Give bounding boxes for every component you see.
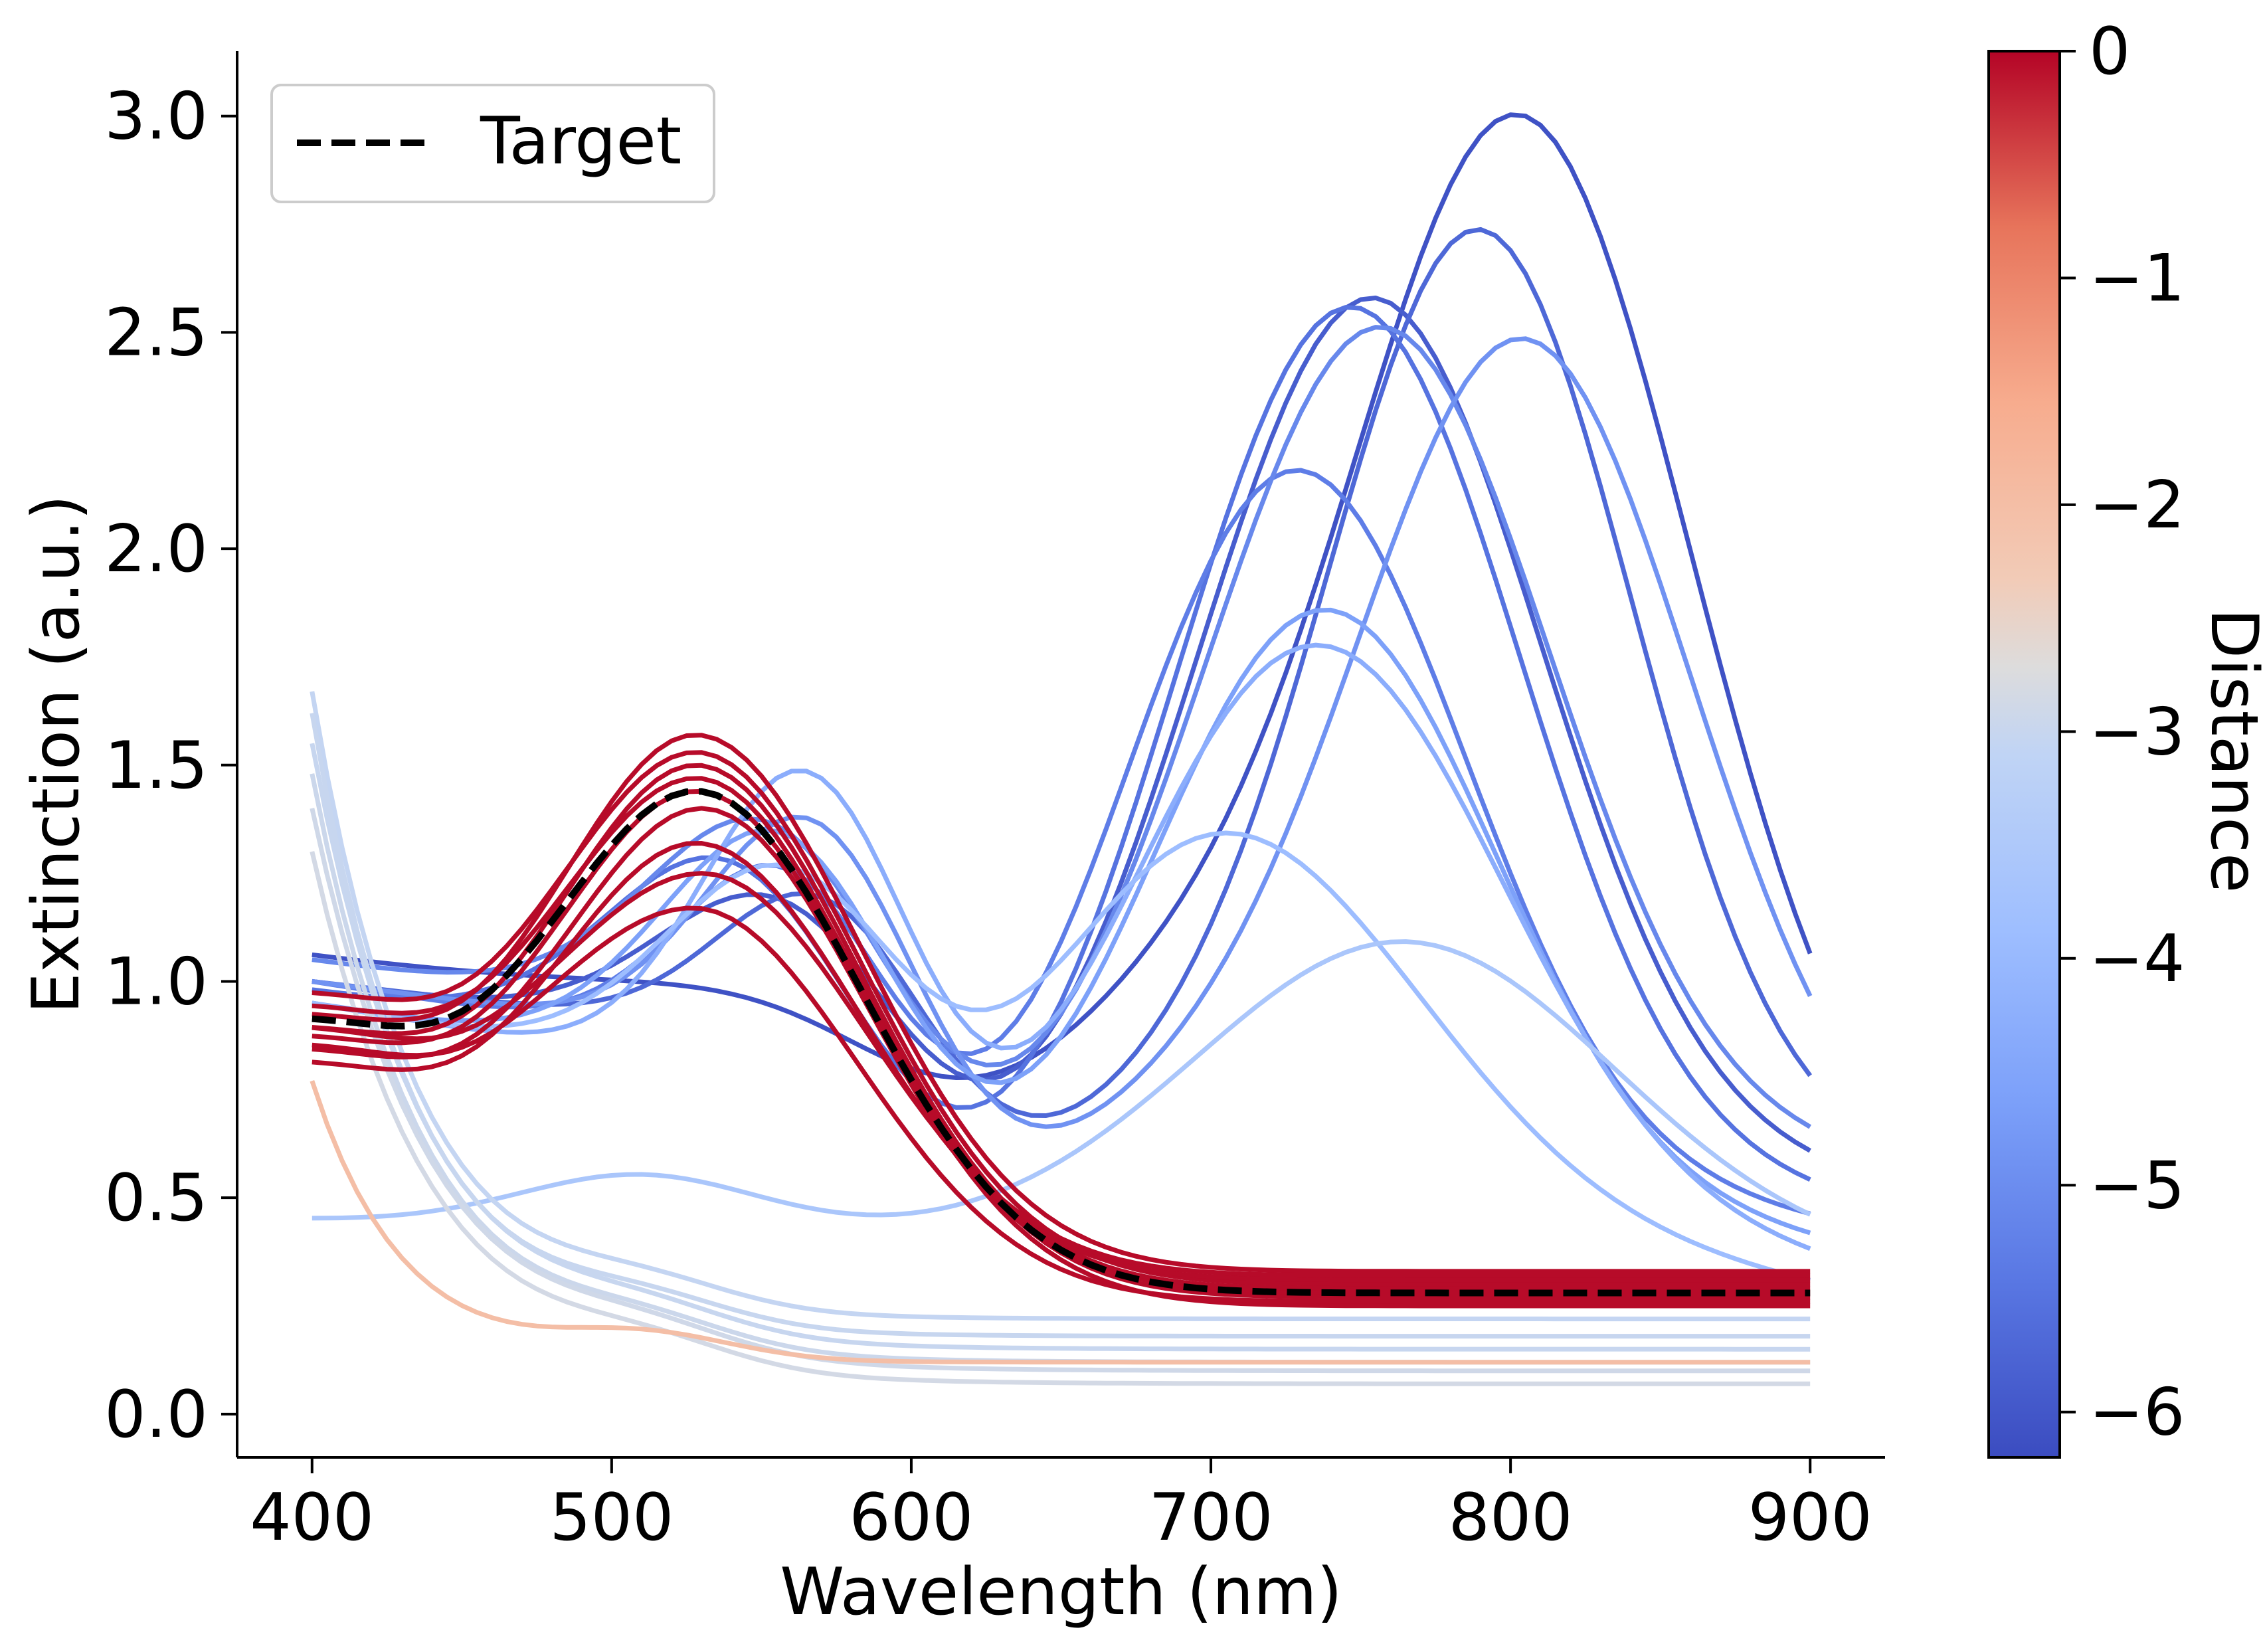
colorbar: 0 −1 −2 −3 −4 −5 −6 Distance (1987, 14, 2263, 1459)
series-line (312, 830, 1811, 1283)
y-tick-label: 1.0 (104, 944, 208, 1020)
y-tick-label: 0.5 (104, 1160, 208, 1236)
series-line (310, 808, 1811, 1374)
plot-lines (310, 112, 1813, 1386)
y-tick-label: 0.0 (104, 1377, 208, 1453)
legend-box (270, 84, 715, 203)
series-line (310, 712, 1811, 1339)
series-line (312, 939, 1811, 1221)
colorbar-tick-label: −5 (2089, 1148, 2185, 1224)
colorbar-tick-label: −6 (2089, 1375, 2185, 1451)
series-line (312, 871, 1811, 1278)
colorbar-tick-label: 0 (2089, 14, 2130, 90)
target-line (312, 788, 1811, 1297)
series-line (312, 305, 1811, 1182)
x-tick-label: 800 (1449, 1480, 1573, 1556)
y-axis-label: Extinction (a.u.) (19, 495, 94, 1014)
series-line (310, 851, 1811, 1386)
series-line (312, 905, 1811, 1304)
colorbar-label: Distance (2196, 608, 2263, 893)
x-tick-label: 700 (1149, 1480, 1273, 1556)
series-line (310, 691, 1811, 1322)
series-line (312, 806, 1811, 1309)
legend: Target (270, 84, 715, 203)
x-tick-label: 500 (549, 1480, 674, 1556)
y-tick-label: 1.5 (104, 728, 208, 804)
series-line (312, 325, 1812, 1129)
colorbar-gradient (1987, 50, 2061, 1459)
colorbar-tick-label: −4 (2089, 921, 2185, 997)
y-tick-label: 2.0 (104, 511, 208, 587)
series-line (312, 227, 1813, 1118)
y-tick-label: 3.0 (104, 79, 208, 155)
series-line (312, 468, 1811, 1216)
y-tick-label: 2.5 (104, 295, 208, 371)
colorbar-tick-label: −3 (2089, 694, 2185, 770)
series-line (312, 607, 1811, 1236)
axes: 400 500 600 700 800 900 0.0 0.5 1.0 1.5 2.0 2.5 3.0 W… (19, 51, 1885, 1630)
colorbar-tick-label: −2 (2089, 468, 2185, 543)
x-axis-label: Wavelength (nm) (780, 1554, 1342, 1630)
series-line (312, 788, 1811, 1291)
series-line (310, 743, 1811, 1352)
colorbar-tick-label: −1 (2089, 240, 2185, 316)
x-tick-label: 400 (250, 1480, 374, 1556)
series-line (312, 642, 1811, 1251)
legend-target-label: Target (480, 104, 681, 179)
x-tick-label: 900 (1748, 1480, 1872, 1556)
series-line (310, 1080, 1811, 1365)
x-tick-label: 600 (849, 1480, 973, 1556)
